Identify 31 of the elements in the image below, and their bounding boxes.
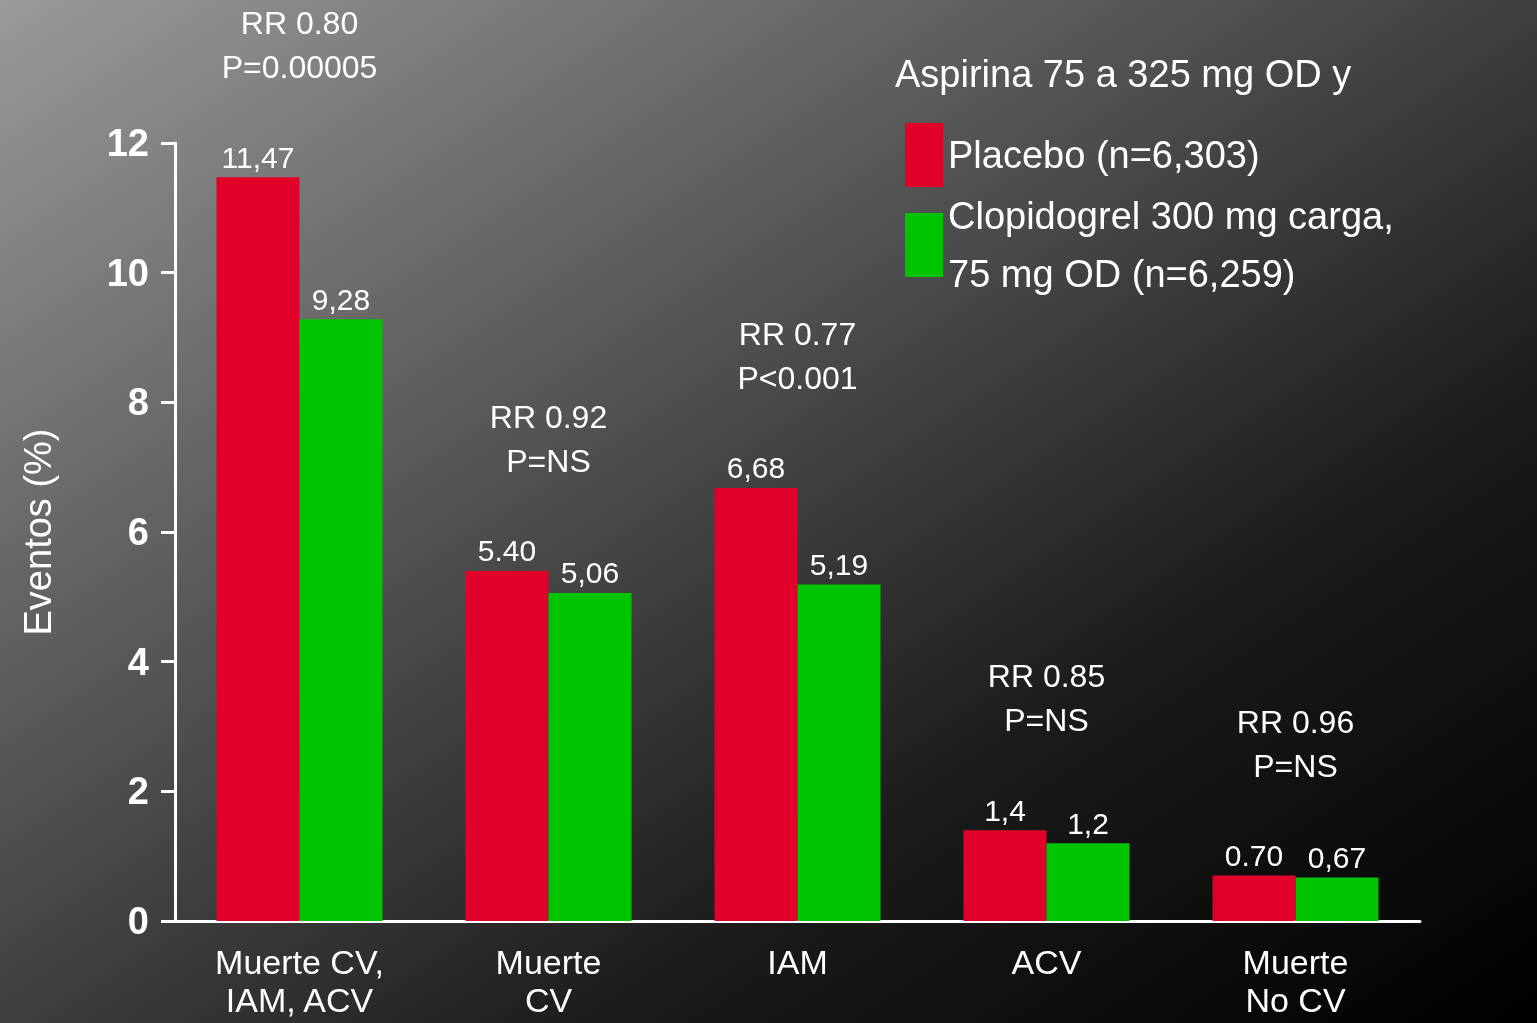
x-tick-label: IAM (767, 943, 828, 981)
data-label: 1,4 (984, 793, 1026, 827)
legend-label: Placebo (n=6,303) (948, 134, 1260, 176)
data-label: 11,47 (221, 140, 295, 174)
annotation: RR 0.85 P=NS (987, 658, 1106, 739)
annotation: RR 0.77 P<0.001 (737, 315, 858, 396)
y-tick-label: 12 (106, 122, 149, 164)
annotation: RR 0.96 P=NS (1236, 703, 1355, 784)
data-label: 6,68 (726, 451, 786, 485)
data-label: 9,28 (311, 282, 371, 316)
data-label: 1,2 (1067, 806, 1109, 840)
data-label: 0.70 (1224, 839, 1284, 873)
y-tick-label: 8 (127, 381, 149, 424)
y-tick-label: 10 (106, 251, 149, 294)
data-label: 5.40 (477, 534, 537, 568)
x-tick-label: Muerte No CV (1242, 943, 1349, 1019)
data-label: 5,06 (560, 556, 620, 590)
y-tick-label: 6 (127, 511, 149, 553)
annotation: RR 0.92 P=NS (489, 398, 608, 479)
legend-title: Aspirina 75 a 325 mg OD y (895, 53, 1352, 95)
x-tick-label: Muerte CV, IAM, ACV (215, 943, 384, 1019)
y-axis-title: Eventos (%) (17, 428, 59, 636)
data-label: 0,67 (1307, 841, 1367, 875)
y-tick-label: 2 (127, 770, 149, 813)
y-tick-label: 4 (127, 640, 149, 683)
annotation: RR 0.80 P=0.00005 (221, 5, 378, 86)
legend-label: Clopidogrel 300 mg carga, 75 mg OD (n=6,259) (948, 195, 1394, 295)
x-tick-label: ACV (1011, 943, 1082, 981)
data-label: 5,19 (809, 548, 869, 582)
y-tick-label: 0 (127, 900, 149, 942)
x-tick-label: Muerte CV (495, 943, 602, 1019)
